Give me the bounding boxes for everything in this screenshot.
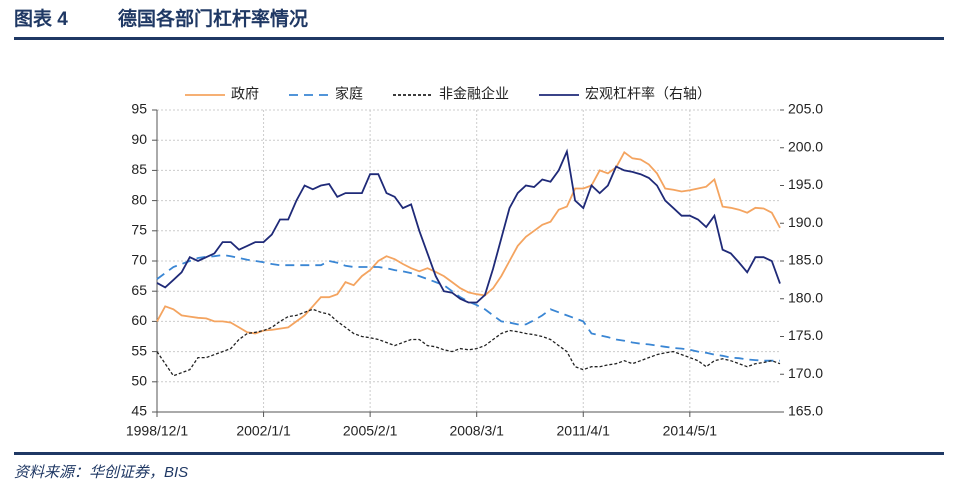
source: 资料来源：华创证券，BIS	[14, 464, 188, 481]
y-tick-label: 70	[131, 252, 147, 268]
x-tick-label: 2005/2/1	[343, 423, 398, 439]
y-tick-label: 85	[131, 161, 147, 177]
y2-tick-label: 205.0	[788, 101, 823, 117]
y-tick-label: 90	[131, 131, 147, 147]
footer-rule	[14, 452, 944, 455]
y2-tick-label: 190.0	[788, 214, 823, 230]
y2-tick-label: 200.0	[788, 138, 823, 154]
legend-label: 宏观杠杆率（右轴）	[585, 86, 711, 102]
y-tick-label: 95	[131, 101, 147, 117]
y-tick-label: 75	[131, 222, 147, 238]
y2-tick-label: 165.0	[788, 403, 823, 419]
y2-tick-label: 185.0	[788, 252, 823, 268]
y-tick-label: 45	[131, 403, 147, 419]
y-tick-label: 65	[131, 282, 147, 298]
x-tick-label: 1998/12/1	[126, 423, 188, 439]
legend-label: 政府	[231, 86, 259, 102]
x-tick-label: 2014/5/1	[663, 423, 718, 439]
figure-title: 德国各部门杠杆率情况	[118, 7, 308, 30]
y2-tick-label: 170.0	[788, 365, 823, 381]
x-tick-label: 2002/1/1	[236, 423, 291, 439]
y2-tick-label: 180.0	[788, 289, 823, 305]
y2-tick-label: 195.0	[788, 176, 823, 192]
series-line	[156, 148, 781, 304]
legend-label: 家庭	[335, 86, 363, 102]
legend-label: 非金融企业	[439, 86, 509, 102]
series-line	[156, 308, 781, 377]
y-tick-label: 55	[131, 342, 147, 358]
y2-tick-label: 175.0	[788, 327, 823, 343]
x-tick-label: 2011/4/1	[557, 423, 611, 439]
y-tick-label: 50	[131, 373, 147, 389]
header-rule	[14, 37, 944, 40]
x-tick-label: 2008/3/1	[449, 423, 504, 439]
series-line	[156, 150, 781, 335]
series-line	[156, 254, 780, 362]
y-tick-label: 80	[131, 191, 147, 207]
figure-label: 图表 4	[14, 7, 68, 30]
y-tick-label: 60	[131, 312, 147, 328]
